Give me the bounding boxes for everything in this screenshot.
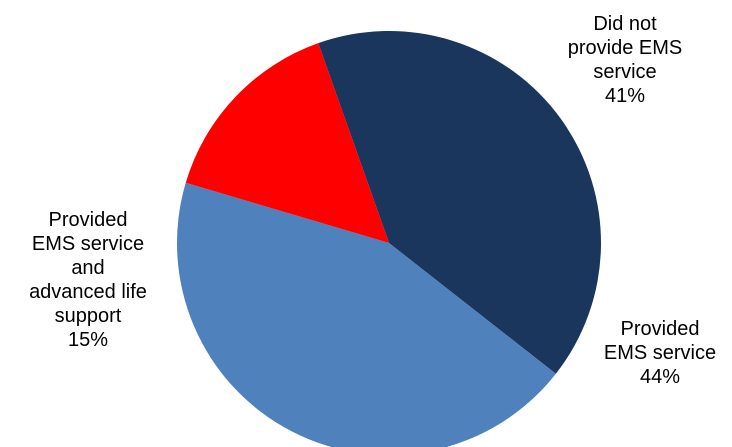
slice-label-1: Provided EMS service 44% bbox=[604, 318, 716, 388]
pie-labels: Did not provide EMS service 41%Provided EMS … bbox=[29, 13, 716, 388]
slice-label-2: Provided EMS service and advanced life suppo… bbox=[29, 209, 147, 351]
slice-label-line: Provided bbox=[49, 209, 128, 231]
slice-label-line: service bbox=[593, 61, 656, 83]
slice-label-line: provide EMS bbox=[568, 37, 683, 59]
slice-label-0: Did not provide EMS service 41% bbox=[568, 13, 683, 107]
slice-value-label: 15% bbox=[68, 329, 108, 351]
slice-label-line: EMS service bbox=[32, 233, 144, 255]
pie-slice-2 bbox=[185, 43, 389, 243]
pie-slice-1 bbox=[177, 182, 556, 447]
slice-label-line: Provided bbox=[621, 318, 700, 340]
slice-label-line: support bbox=[55, 305, 122, 327]
slice-label-line: EMS service bbox=[604, 342, 716, 364]
slice-label-line: and bbox=[71, 257, 104, 279]
pie-slices bbox=[177, 30, 601, 447]
slice-label-line: advanced life bbox=[29, 281, 147, 303]
slice-label-line: Did not bbox=[593, 13, 657, 35]
slice-value-label: 41% bbox=[605, 85, 645, 107]
pie-slice-0 bbox=[318, 30, 601, 374]
slice-value-label: 44% bbox=[640, 366, 680, 388]
